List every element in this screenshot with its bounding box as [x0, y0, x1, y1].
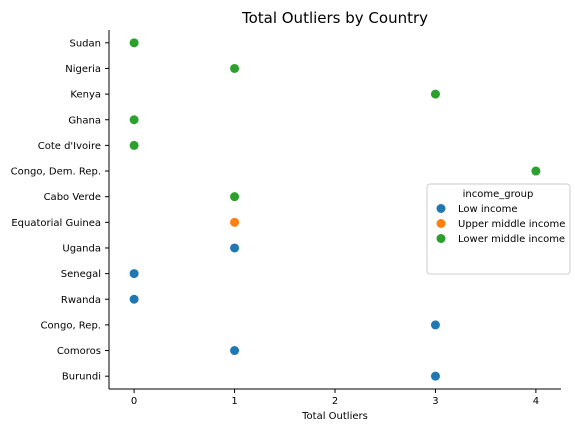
y-tick-label: Comoros — [57, 346, 101, 357]
data-point — [230, 192, 240, 202]
y-tick-label: Burundi — [62, 372, 101, 383]
y-tick-label: Cote d'Ivoire — [38, 141, 101, 152]
data-point — [430, 371, 440, 381]
x-axis-label: Total Outliers — [301, 411, 368, 422]
data-point — [129, 115, 139, 125]
legend-items: Low income Upper middle income Lower middl… — [436, 204, 565, 245]
y-tick-label: Uganda — [62, 243, 101, 254]
x-tick-label: 4 — [533, 396, 539, 407]
x-tick-label: 0 — [131, 396, 137, 407]
legend: income_group Low income Upper middle inco… — [426, 183, 571, 275]
y-tick-label: Rwanda — [61, 295, 101, 306]
legend-frame — [426, 183, 571, 275]
legend-marker — [436, 234, 446, 243]
data-points — [129, 38, 541, 381]
legend-label: Upper middle income — [458, 219, 565, 230]
y-tick-label: Congo, Rep. — [41, 320, 101, 331]
data-point — [129, 269, 139, 279]
legend-label: Low income — [458, 204, 518, 215]
x-tick-label: 1 — [231, 396, 237, 407]
legend-marker — [436, 219, 446, 228]
data-point — [230, 243, 240, 253]
y-tick-label: Senegal — [61, 269, 101, 280]
y-tick-label: Sudan — [70, 38, 102, 49]
x-tick-label: 3 — [432, 396, 438, 407]
y-tick-label: Nigeria — [65, 64, 101, 75]
data-point — [430, 89, 440, 99]
y-tick-label: Ghana — [68, 115, 101, 126]
data-point — [129, 294, 139, 304]
y-tick-label: Congo, Dem. Rep. — [11, 167, 101, 178]
legend-title: income_group — [463, 189, 534, 200]
y-tick-label: Kenya — [70, 90, 101, 101]
x-tick-label: 2 — [332, 396, 338, 407]
chart-title: Total Outliers by Country — [241, 9, 428, 27]
y-ticks: Sudan Nigeria Kenya Ghana Cote d'Ivoire Congo… — [11, 38, 109, 383]
data-point — [230, 346, 240, 356]
data-point — [129, 38, 139, 48]
y-tick-label: Cabo Verde — [44, 192, 101, 203]
legend-marker — [436, 204, 446, 213]
y-tick-label: Equatorial Guinea — [11, 218, 101, 229]
data-point — [129, 140, 139, 150]
data-point — [230, 217, 240, 227]
data-point — [531, 166, 541, 176]
legend-label: Lower middle income — [458, 234, 565, 245]
data-point — [230, 63, 240, 73]
data-point — [430, 320, 440, 330]
x-ticks: 0 1 2 3 4 — [131, 389, 539, 407]
